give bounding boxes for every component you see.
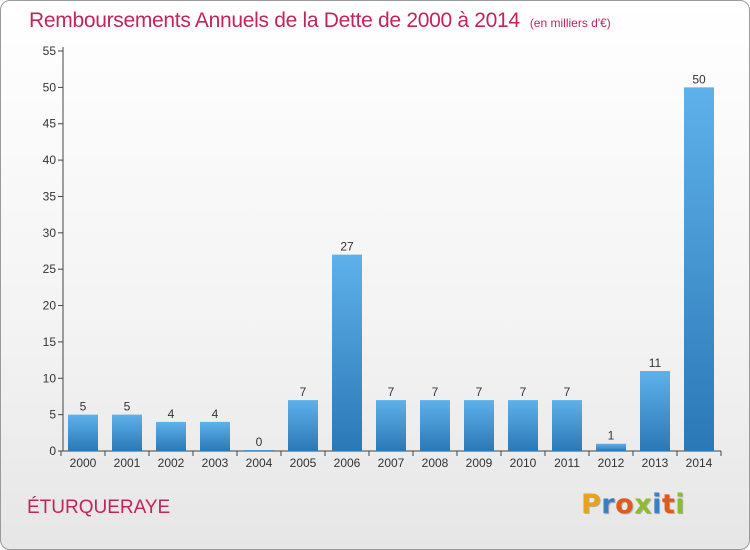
bar-value-label: 27 [340, 240, 354, 254]
y-tick-label: 15 [43, 335, 57, 349]
bar-value-label: 7 [520, 385, 527, 399]
bar-value-label: 5 [124, 400, 131, 414]
bar-2003 [200, 421, 230, 451]
x-tick-label: 2000 [70, 456, 97, 470]
x-tick-label: 2006 [334, 456, 361, 470]
commune-name: ÉTURQUERAYE [27, 497, 171, 518]
y-tick-label: 40 [43, 153, 57, 167]
y-tick-label: 55 [43, 44, 57, 58]
x-tick-label: 2008 [422, 456, 449, 470]
x-tick-label: 2004 [246, 456, 273, 470]
bar-value-label: 0 [256, 435, 263, 449]
bar-2001 [112, 414, 142, 451]
y-tick-label: 45 [43, 117, 57, 131]
x-tick-label: 2007 [378, 456, 405, 470]
logo-letter: P [581, 489, 602, 520]
x-tick-label: 2009 [466, 456, 493, 470]
chart-title-text: Remboursements Annuels de la Dette de 20… [29, 9, 520, 32]
x-tick-label: 2005 [290, 456, 317, 470]
logo-letter: x [634, 489, 653, 520]
bar-2004 [244, 450, 274, 451]
bar-value-label: 7 [564, 385, 571, 399]
bar-value-label: 11 [649, 356, 662, 370]
bar-value-label: 7 [388, 385, 395, 399]
x-tick-label: 2011 [554, 456, 580, 470]
x-tick-label: 2002 [158, 456, 185, 470]
chart-title: Remboursements Annuels de la Dette de 20… [29, 9, 611, 33]
bar-2005 [288, 400, 318, 451]
bar-2012 [596, 443, 626, 451]
bar-value-label: 1 [608, 429, 615, 443]
logo-letter: i [675, 489, 686, 520]
bar-2014 [684, 87, 714, 451]
bar-2009 [464, 400, 494, 451]
logo-letter: o [615, 489, 635, 520]
logo-letter: t [661, 489, 676, 520]
proxiti-logo: Proxiti [581, 489, 685, 520]
y-tick-label: 35 [43, 189, 57, 203]
bar-2013 [640, 371, 670, 451]
x-tick-label: 2003 [202, 456, 229, 470]
bar-value-label: 50 [692, 72, 706, 86]
bar-value-label: 7 [476, 385, 483, 399]
bar-value-label: 7 [300, 385, 307, 399]
bar-2008 [420, 400, 450, 451]
bar-2000 [68, 414, 98, 451]
y-tick-label: 5 [49, 408, 56, 422]
bar-2011 [552, 400, 582, 451]
bar-2007 [376, 400, 406, 451]
bar-value-label: 7 [432, 385, 439, 399]
x-tick-label: 2012 [598, 456, 625, 470]
logo-letter: r [601, 489, 616, 520]
bar-value-label: 5 [80, 400, 87, 414]
x-tick-label: 2010 [510, 456, 537, 470]
x-tick-label: 2001 [114, 456, 141, 470]
x-tick-label: 2013 [642, 456, 669, 470]
bar-2010 [508, 400, 538, 451]
y-tick-label: 25 [43, 262, 57, 276]
y-tick-label: 10 [43, 371, 57, 385]
y-tick-label: 30 [43, 226, 57, 240]
bar-2006 [332, 254, 362, 451]
y-tick-label: 20 [43, 299, 57, 313]
y-tick-label: 0 [49, 444, 56, 458]
bar-value-label: 4 [168, 407, 175, 421]
y-tick-label: 50 [43, 80, 57, 94]
bar-2002 [156, 421, 186, 451]
chart-unit: (en milliers d'€) [529, 16, 611, 30]
bar-value-label: 4 [212, 407, 219, 421]
x-tick-label: 2014 [686, 456, 713, 470]
logo-letter: i [652, 489, 662, 520]
